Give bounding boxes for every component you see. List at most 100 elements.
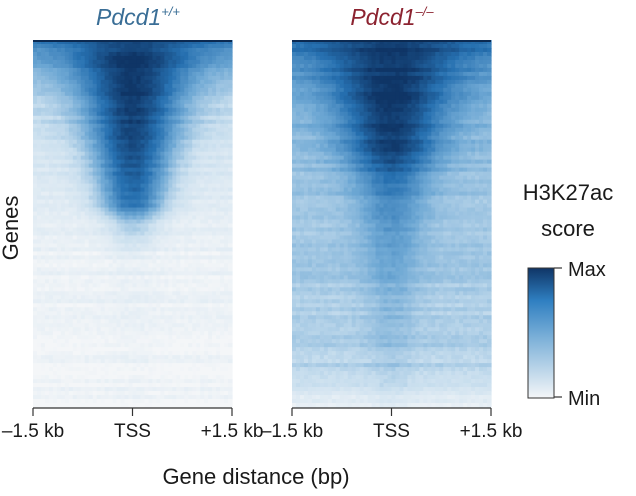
- heatmap-cell: [180, 351, 185, 356]
- heatmap-cell: [180, 255, 185, 260]
- heatmap-cell: [112, 315, 118, 320]
- heatmap-cell: [44, 339, 50, 344]
- heatmap-cell: [128, 299, 134, 304]
- heatmap-cell: [224, 335, 229, 340]
- heatmap-cell: [104, 351, 110, 356]
- heatmap-cell: [116, 123, 122, 129]
- heatmap-cell: [33, 59, 38, 65]
- heatmap-cell: [100, 339, 106, 344]
- heatmap-cell: [124, 163, 130, 169]
- heatmap-cell: [204, 87, 209, 93]
- heatmap-cell: [76, 175, 82, 181]
- heatmap-cell: [40, 227, 46, 233]
- heatmap-cell: [184, 259, 189, 264]
- heatmap-cell: [176, 231, 181, 237]
- heatmap-cell: [140, 367, 146, 372]
- heatmap-cell: [192, 311, 197, 316]
- heatmap-cell: [44, 371, 50, 376]
- heatmap-cell: [96, 179, 102, 185]
- heatmap-cell: [164, 63, 169, 69]
- heatmap-cell: [72, 371, 78, 376]
- heatmap-cell: [68, 275, 74, 280]
- heatmap-cell: [176, 291, 181, 296]
- heatmap-cell: [76, 367, 82, 372]
- heatmap-cell: [176, 235, 181, 241]
- heatmap-cell: [224, 163, 229, 169]
- heatmap-cell: [156, 351, 161, 356]
- heatmap-cell: [108, 115, 114, 121]
- heatmap-cell: [76, 55, 82, 61]
- heatmap-cell: [160, 163, 165, 169]
- heatmap-cell: [431, 43, 436, 49]
- heatmap-cell: [228, 55, 233, 61]
- heatmap-cell: [192, 331, 197, 336]
- heatmap-cell: [152, 307, 157, 312]
- heatmap-cell: [120, 291, 126, 296]
- heatmap-cell: [44, 151, 50, 157]
- heatmap-cell: [192, 211, 197, 217]
- heatmap-cell: [188, 339, 193, 344]
- heatmap-cell: [60, 143, 66, 149]
- heatmap-cell: [140, 183, 146, 189]
- heatmap-cell: [108, 107, 114, 113]
- heatmap-cell: [72, 291, 78, 296]
- heatmap-cell: [120, 67, 126, 73]
- heatmap-cell: [52, 51, 58, 57]
- heatmap-cell: [367, 47, 373, 53]
- heatmap-cell: [60, 347, 66, 352]
- heatmap-cell: [56, 87, 62, 93]
- heatmap-cell: [411, 55, 416, 61]
- heatmap-cell: [92, 43, 98, 49]
- heatmap-cell: [204, 359, 209, 364]
- heatmap-cell: [40, 143, 46, 149]
- heatmap-cell: [140, 243, 146, 249]
- heatmap-cell: [152, 387, 157, 392]
- heatmap-cell: [335, 59, 341, 65]
- heatmap-cell: [112, 159, 118, 165]
- heatmap-cell: [176, 343, 181, 348]
- heatmap-cell: [44, 87, 50, 93]
- heatmap-cell: [184, 331, 189, 336]
- heatmap-cell: [76, 227, 82, 233]
- heatmap-cell: [184, 231, 189, 237]
- heatmap-cell: [192, 395, 197, 400]
- heatmap-cell: [204, 171, 209, 177]
- heatmap-cell: [72, 167, 78, 173]
- heatmap-cell: [184, 47, 189, 53]
- heatmap-cell: [120, 299, 126, 304]
- heatmap-cell: [44, 59, 50, 65]
- heatmap-cell: [112, 387, 118, 392]
- heatmap-cell: [72, 199, 78, 205]
- heatmap-cell: [68, 171, 74, 177]
- heatmap-cell: [208, 79, 213, 85]
- heatmap-cell: [108, 95, 114, 101]
- heatmap-cell: [88, 351, 94, 356]
- heatmap-cell: [140, 339, 146, 344]
- heatmap-cell: [60, 91, 66, 97]
- heatmap-cell: [76, 251, 82, 257]
- heatmap-cell: [212, 263, 217, 268]
- heatmap-cell: [188, 399, 193, 404]
- heatmap-cell: [96, 275, 102, 280]
- heatmap-cell: [152, 347, 157, 352]
- heatmap-cell: [116, 167, 122, 173]
- heatmap-cell: [68, 123, 74, 129]
- heatmap-cell: [144, 123, 150, 129]
- heatmap-cell: [172, 75, 177, 81]
- heatmap-cell: [327, 63, 333, 69]
- heatmap-cell: [160, 371, 165, 376]
- heatmap-cell: [196, 139, 201, 145]
- heatmap-cell: [399, 63, 405, 69]
- heatmap-cell: [92, 311, 98, 316]
- heatmap-cell: [212, 359, 217, 364]
- heatmap-cell: [112, 359, 118, 364]
- heatmap-cell: [204, 127, 209, 133]
- heatmap-cell: [128, 135, 134, 141]
- heatmap-cell: [72, 323, 78, 328]
- heatmap-cell: [36, 223, 42, 229]
- heatmap-cell: [216, 275, 221, 280]
- heatmap-cell: [144, 299, 150, 304]
- heatmap-cell: [144, 211, 150, 217]
- heatmap-cell: [124, 327, 130, 332]
- heatmap-cell: [56, 107, 62, 113]
